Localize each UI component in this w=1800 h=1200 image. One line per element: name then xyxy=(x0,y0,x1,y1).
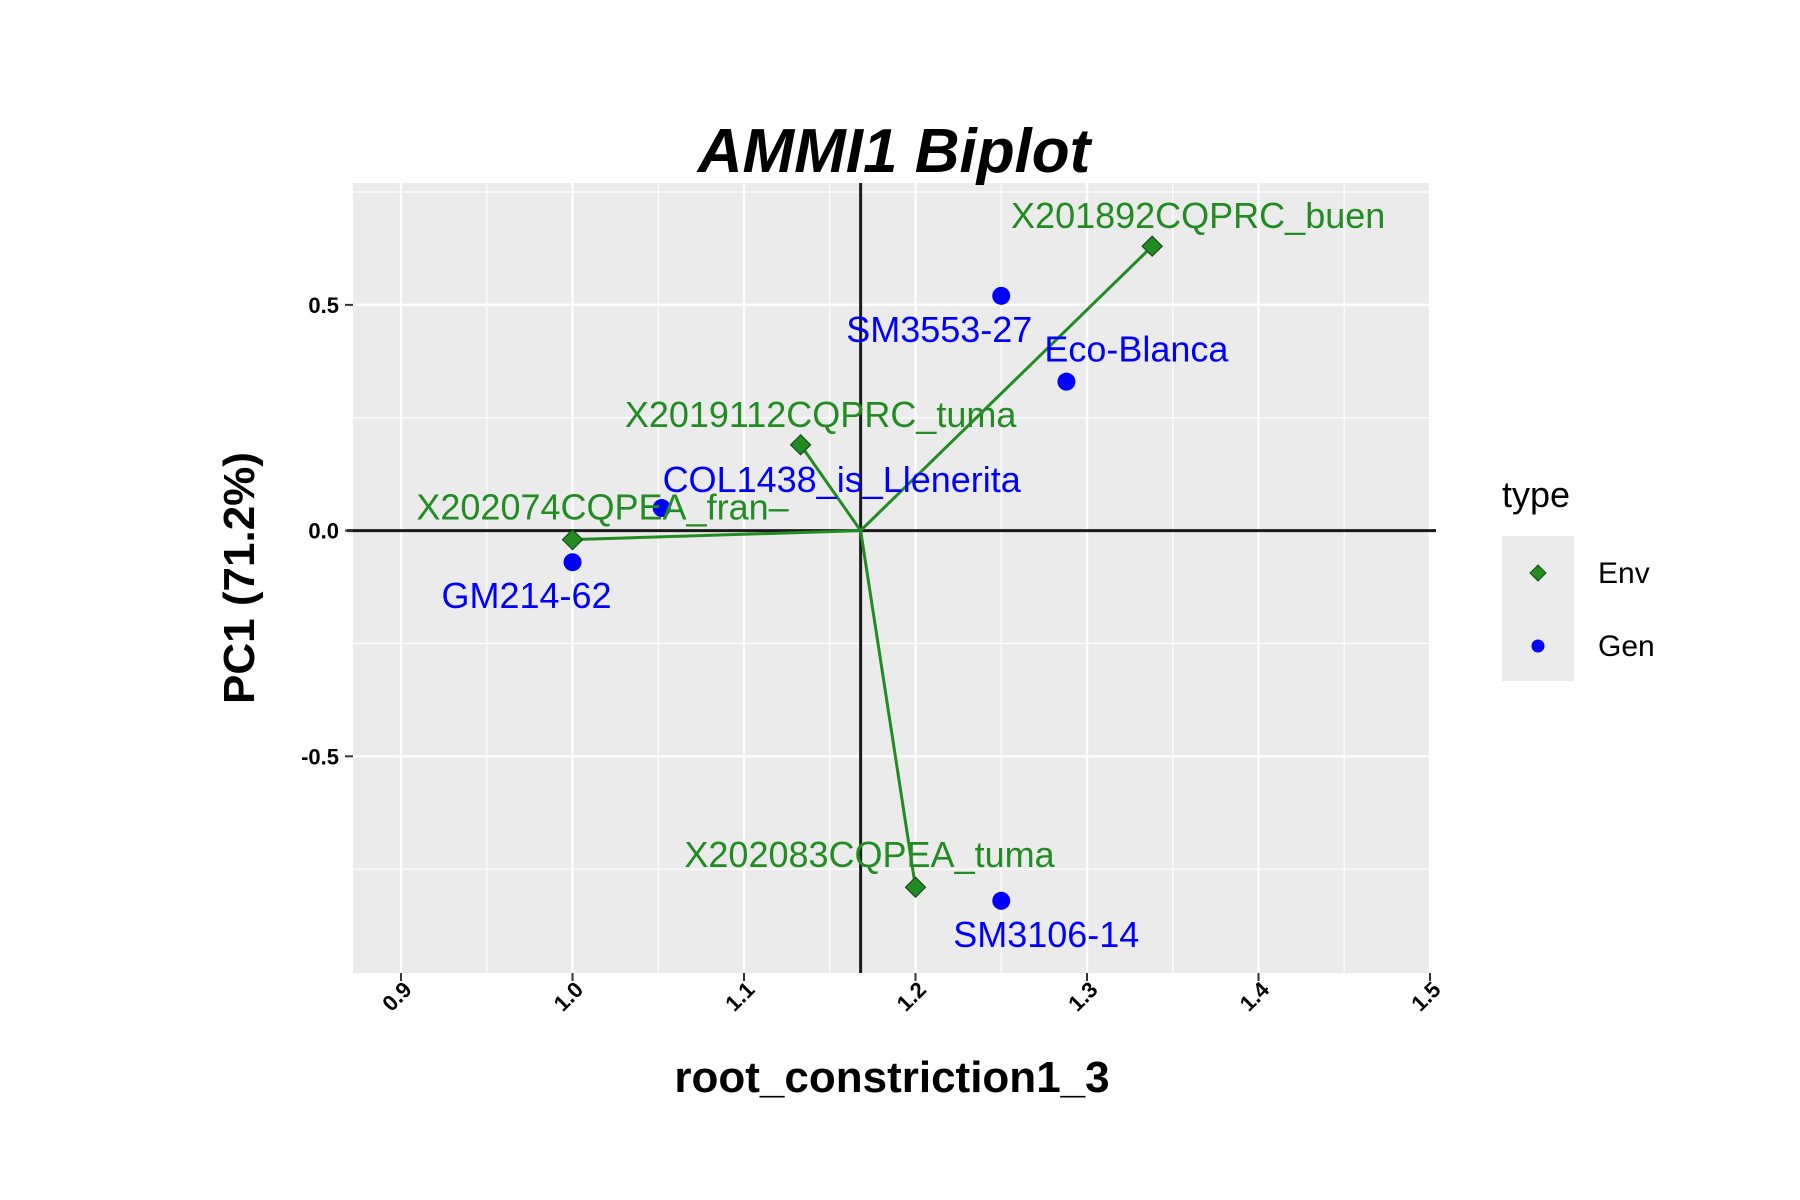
legend-title: type xyxy=(1502,474,1570,515)
gen-point xyxy=(652,499,671,518)
y-axis-title: PC1 (71.2%) xyxy=(215,452,264,704)
legend: type Env Gen xyxy=(1502,474,1655,681)
env-vector xyxy=(859,245,1154,532)
gen-label: Eco-Blanca xyxy=(1044,329,1229,370)
point-labels: X201892CQPRC_buen X2019112CQPRC_tuma X2020… xyxy=(416,195,1385,955)
x-tick-label: 1.2 xyxy=(892,977,931,1016)
gen-point xyxy=(992,286,1011,305)
environment-vectors xyxy=(572,245,1154,888)
x-tick-label: 1.4 xyxy=(1235,976,1275,1016)
legend-label: Gen xyxy=(1598,630,1655,663)
chart-title: AMMI1 Biplot xyxy=(696,117,1093,186)
env-vector xyxy=(859,530,917,888)
x-tick-label: 1.3 xyxy=(1063,977,1102,1016)
gen-label: SM3553-27 xyxy=(846,309,1032,350)
legend-key-env xyxy=(1529,564,1547,582)
y-tick-label: 0.5 xyxy=(308,293,339,318)
x-axis-title: root_constriction1_3 xyxy=(674,1053,1109,1102)
gen-point xyxy=(1057,372,1076,391)
minor-gridlines xyxy=(353,183,1430,973)
env-label: X2019112CQPRC_tuma xyxy=(625,394,1018,435)
y-axis-ticks: -0.5 0.0 0.5 xyxy=(301,293,353,769)
env-point xyxy=(904,876,927,899)
x-axis-ticks: 0.9 1.0 1.1 1.2 1.3 1.4 1.5 xyxy=(377,973,1446,1016)
env-vector xyxy=(572,529,861,542)
gen-point xyxy=(992,891,1011,910)
y-tick-label: -0.5 xyxy=(301,744,339,769)
env-point xyxy=(561,528,584,551)
data-points xyxy=(561,235,1164,910)
x-tick-label: 1.1 xyxy=(720,977,759,1016)
y-tick-label: 0.0 xyxy=(308,519,339,544)
x-tick-label: 0.9 xyxy=(377,977,416,1016)
origin-reference-lines xyxy=(347,183,1436,973)
env-label: X202074CQPEA_fran– xyxy=(416,487,788,528)
gen-point xyxy=(563,553,582,572)
env-point xyxy=(1141,235,1164,258)
legend-label: Env xyxy=(1598,557,1650,590)
gen-label: GM214-62 xyxy=(441,575,611,616)
env-label: X202083CQPEA_tuma xyxy=(684,834,1055,875)
env-point xyxy=(789,433,812,456)
legend-key-background xyxy=(1502,536,1574,681)
x-tick-label: 1.5 xyxy=(1406,977,1445,1016)
panel-background xyxy=(353,183,1430,973)
x-tick-label: 1.0 xyxy=(549,977,588,1016)
legend-key-gen xyxy=(1531,639,1545,653)
gen-label: SM3106-14 xyxy=(953,914,1139,955)
env-vector xyxy=(799,443,862,532)
env-label: X201892CQPRC_buen xyxy=(1011,195,1385,236)
gen-label: COL1438_is_Llenerita xyxy=(663,459,1022,500)
